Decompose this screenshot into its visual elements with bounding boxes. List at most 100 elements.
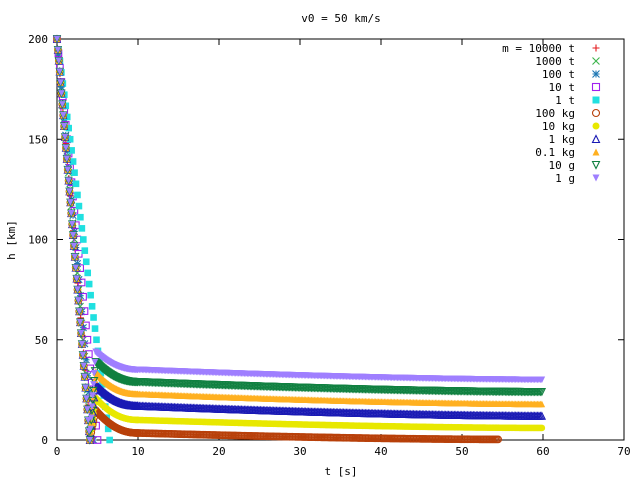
data-point bbox=[90, 314, 97, 321]
legend-marker bbox=[592, 96, 600, 104]
data-point bbox=[91, 358, 99, 366]
y-tick-label: 0 bbox=[41, 434, 48, 447]
data-point bbox=[79, 351, 87, 359]
legend-label: 1000 t bbox=[535, 55, 575, 68]
data-point bbox=[60, 122, 68, 130]
data-point bbox=[73, 259, 82, 268]
data-point bbox=[57, 83, 66, 91]
data-point bbox=[67, 199, 74, 206]
data-point bbox=[82, 384, 89, 391]
data-point bbox=[84, 269, 92, 277]
data-point bbox=[81, 247, 89, 254]
data-point bbox=[76, 318, 84, 326]
legend-label: 10 kg bbox=[542, 120, 575, 133]
data-point bbox=[89, 392, 97, 399]
data-point bbox=[77, 329, 85, 337]
data-point bbox=[72, 180, 80, 188]
data-point bbox=[592, 174, 600, 182]
chart-title: v0 = 50 km/s bbox=[301, 12, 380, 25]
data-point bbox=[88, 403, 96, 411]
x-tick-label: 30 bbox=[293, 445, 306, 458]
data-point bbox=[87, 291, 94, 299]
legend-marker bbox=[592, 57, 600, 65]
data-point bbox=[78, 225, 86, 232]
y-tick-label: 50 bbox=[35, 334, 48, 347]
data-point bbox=[86, 436, 94, 444]
data-point bbox=[62, 144, 70, 152]
x-axis-label: t [s] bbox=[324, 465, 357, 478]
data-point bbox=[494, 435, 502, 444]
data-point bbox=[91, 325, 99, 332]
data-point bbox=[78, 340, 86, 348]
data-point bbox=[89, 377, 99, 386]
data-point bbox=[54, 51, 63, 59]
data-point bbox=[83, 335, 92, 344]
data-point bbox=[61, 133, 69, 141]
axis-ticks: 0 10 20 30 40 50 60 70 0 50 100 150 200 bbox=[28, 33, 631, 458]
data-point bbox=[592, 57, 600, 65]
x-tick-label: 60 bbox=[536, 445, 549, 458]
legend-label: 100 kg bbox=[535, 107, 575, 120]
legend-marker bbox=[591, 160, 601, 170]
x-tick-label: 40 bbox=[374, 445, 387, 458]
data-point bbox=[80, 236, 87, 243]
data-point bbox=[58, 90, 65, 97]
data-point bbox=[85, 280, 93, 288]
data-point bbox=[70, 242, 78, 250]
data-point bbox=[106, 436, 113, 444]
series-10 bbox=[53, 35, 546, 444]
legend-label: 1 kg bbox=[549, 133, 576, 146]
data-point bbox=[64, 166, 71, 174]
data-point bbox=[71, 169, 78, 176]
data-point bbox=[90, 381, 97, 388]
data-point bbox=[591, 160, 601, 170]
data-point bbox=[69, 158, 77, 165]
legend-marker bbox=[592, 174, 600, 182]
data-point bbox=[97, 369, 105, 377]
data-point bbox=[592, 148, 600, 156]
data-point bbox=[75, 297, 82, 304]
legend-label: 0.1 kg bbox=[535, 146, 575, 159]
y-tick-label: 100 bbox=[28, 234, 48, 247]
data-point bbox=[592, 96, 600, 104]
data-point bbox=[65, 124, 72, 132]
data-point bbox=[537, 388, 547, 397]
series-8 bbox=[53, 35, 546, 444]
data-point bbox=[81, 373, 88, 381]
data-point bbox=[68, 147, 75, 154]
data-point bbox=[74, 286, 81, 293]
data-point bbox=[84, 417, 92, 424]
y-tick-label: 200 bbox=[28, 33, 48, 46]
data-point bbox=[591, 108, 601, 118]
data-point bbox=[83, 395, 90, 402]
data-point bbox=[56, 68, 63, 75]
data-point bbox=[68, 220, 76, 228]
legend-marker bbox=[592, 122, 600, 130]
x-tick-label: 50 bbox=[455, 445, 468, 458]
data-point bbox=[72, 264, 80, 272]
data-point bbox=[93, 336, 100, 344]
data-point bbox=[87, 414, 95, 422]
data-point bbox=[79, 324, 87, 332]
data-point bbox=[71, 253, 79, 261]
legend-marker bbox=[592, 148, 600, 156]
data-point bbox=[87, 425, 94, 433]
legend-marker bbox=[591, 134, 601, 144]
data-point bbox=[82, 356, 90, 364]
data-point bbox=[67, 210, 75, 217]
y-axis-label: h [km] bbox=[5, 220, 18, 260]
data-point bbox=[55, 57, 63, 65]
x-tick-label: 0 bbox=[54, 445, 61, 458]
legend-label: 1 g bbox=[555, 172, 575, 185]
data-point bbox=[538, 424, 546, 432]
data-point bbox=[76, 291, 85, 300]
data-point bbox=[538, 400, 546, 408]
data-point bbox=[65, 177, 72, 184]
data-point bbox=[63, 155, 71, 163]
data-point bbox=[53, 35, 61, 43]
legend-marker bbox=[591, 108, 601, 118]
legend-label: m = 10000 t bbox=[502, 42, 575, 55]
data-point bbox=[74, 191, 81, 199]
data-point bbox=[54, 46, 62, 54]
